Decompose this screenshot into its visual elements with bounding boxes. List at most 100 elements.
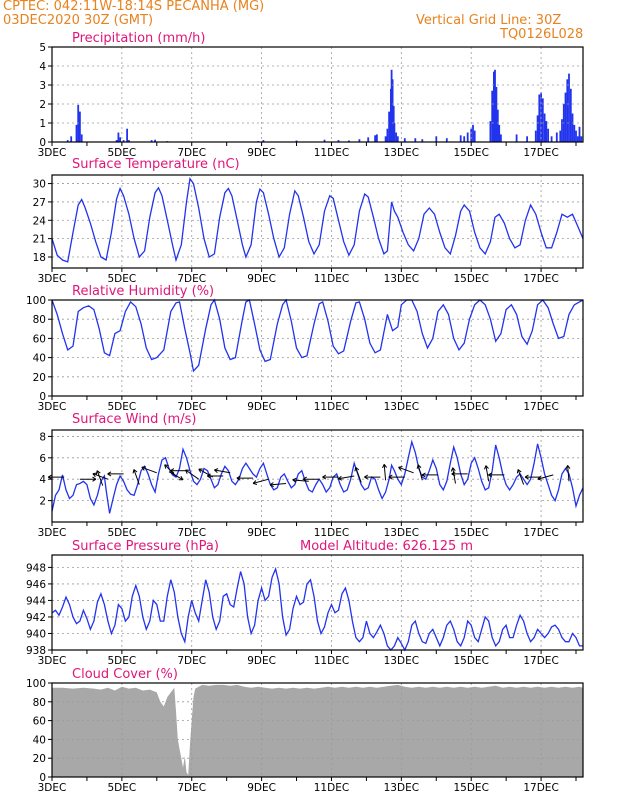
temp-xtick-label: 7DEC — [177, 273, 206, 285]
wind-vector-head — [214, 468, 219, 471]
precip-bar-20 — [348, 140, 350, 142]
wind-vector-head — [170, 470, 175, 474]
cloud-cover-panel: Cloud Cover (%) 0 20 40 60 80 100 3DEC 5DEC 7DEC 9… — [26, 667, 584, 794]
precip-bar-6 — [115, 140, 118, 142]
wind-vector-head — [252, 480, 257, 484]
wind-vector — [567, 465, 570, 482]
precip-bar-30 — [391, 79, 394, 142]
precip-ytick-label: 5 — [39, 42, 46, 54]
precip-bar-60 — [541, 98, 544, 142]
rh-xtick-label: 3DEC — [38, 401, 67, 413]
cloud-title: Cloud Cover (%) — [72, 667, 178, 682]
wind-vector — [383, 464, 387, 481]
precip-bar-22 — [367, 137, 370, 143]
pres-ytick-label: 944 — [26, 595, 46, 607]
precip-bar-65 — [555, 132, 558, 142]
precip-bar-50 — [495, 86, 498, 142]
wind-vector-head — [236, 477, 241, 481]
temp-xtick-label: 11DEC — [314, 273, 349, 285]
precip-bar-10 — [126, 128, 128, 142]
wind-vector — [141, 466, 157, 474]
pres-xtick-label: 3DEC — [38, 655, 67, 667]
wind-vector-head — [302, 478, 307, 482]
wind-xtick-label: 7DEC — [177, 527, 206, 539]
wind-vector-head — [141, 466, 145, 471]
wind-vector-head — [132, 469, 135, 474]
wind-vector-head — [206, 475, 211, 479]
wind-vector-head — [269, 484, 274, 488]
wind-vector — [485, 465, 490, 482]
wind-vector-head — [488, 474, 493, 478]
precip-bar-66 — [559, 130, 562, 142]
wind-vector-head — [567, 465, 571, 469]
wind-xtick-label: 13DEC — [384, 527, 419, 539]
precip-bar-35 — [403, 138, 406, 142]
wind-vector-head — [92, 478, 97, 482]
wind-vector — [214, 469, 231, 474]
wind-vector-head — [451, 471, 456, 475]
precip-bar-3 — [77, 104, 80, 142]
precip-bar-56 — [534, 130, 537, 142]
pres-xtick-label: 5DEC — [108, 655, 137, 667]
precip-bar-18 — [323, 139, 326, 142]
precip-bar-33 — [395, 132, 397, 142]
cloud-ytick-label: 20 — [33, 753, 46, 765]
precip-bar-9 — [122, 140, 125, 142]
rh-frame — [51, 299, 584, 397]
precip-bar-2 — [75, 124, 78, 142]
wind-vector-head — [214, 469, 218, 473]
wind-vector — [270, 483, 287, 486]
temp-xtick-label: 3DEC — [38, 273, 67, 285]
wind-vector-head — [170, 468, 175, 472]
wind-vector — [96, 470, 104, 486]
precip-bar-36 — [414, 138, 417, 142]
precip-bar-48 — [493, 71, 495, 142]
precip-xtick-label: 5DEC — [108, 147, 137, 159]
precip-bar-61 — [543, 113, 546, 142]
cloud-ytick-label: 40 — [33, 734, 46, 746]
pres-xtick-label: 13DEC — [384, 655, 419, 667]
rh-xtick-label: 17DEC — [523, 401, 558, 413]
wind-line — [51, 439, 584, 514]
wind-vector — [537, 474, 554, 480]
cloud-xtick-label: 5DEC — [108, 782, 137, 794]
wind-vector-head — [141, 466, 146, 468]
precip-ytick-label: 0 — [39, 137, 46, 149]
pres-title: Surface Pressure (hPa) — [72, 539, 219, 554]
pres-xtick-label: 11DEC — [314, 655, 349, 667]
precip-bar-1 — [70, 136, 73, 142]
temp-line — [51, 177, 584, 263]
wind-vector-head — [517, 469, 522, 473]
cloud-xtick-label: 3DEC — [38, 782, 67, 794]
wind-vector-head — [537, 475, 541, 480]
cloud-ytick-label: 100 — [26, 678, 46, 690]
pres-annotation: Model Altitude: 626.125 m — [300, 539, 473, 554]
precip-bar-40 — [459, 135, 462, 142]
rh-ytick-label: 0 — [39, 391, 46, 403]
wind-vector — [417, 464, 423, 481]
precip-bar-26 — [386, 128, 389, 142]
rh-ytick-label: 40 — [33, 353, 46, 365]
wind-vector-head — [485, 465, 489, 469]
precip-bar-51 — [496, 109, 499, 142]
wind-vector-head — [95, 470, 98, 475]
wind-vector-head — [185, 469, 188, 474]
precip-bar-67 — [561, 119, 563, 142]
wind-title: Surface Wind (m/s) — [72, 412, 196, 427]
precip-bar-42 — [466, 132, 469, 142]
precip-bar-46 — [489, 121, 492, 142]
rh-xtick-label: 15DEC — [453, 401, 488, 413]
rh-ytick-label: 60 — [33, 333, 46, 345]
precip-bar-7 — [117, 132, 120, 142]
precip-bar-0 — [66, 140, 69, 142]
surface-wind-panel: Surface Wind (m/s) 2 4 6 8 3DEC 5DEC 7DEC 9DEC 11… — [38, 412, 584, 539]
precip-ytick-label: 1 — [39, 118, 46, 130]
precip-bar-27 — [388, 111, 390, 142]
wind-vector-head — [92, 473, 96, 478]
precip-xtick-label: 7DEC — [177, 147, 206, 159]
precip-bar-72 — [569, 88, 572, 142]
wind-vector-head — [180, 475, 184, 480]
temp-xtick-label: 17DEC — [523, 273, 558, 285]
wind-vector-head — [516, 469, 519, 474]
wind-vector-head — [107, 471, 112, 475]
